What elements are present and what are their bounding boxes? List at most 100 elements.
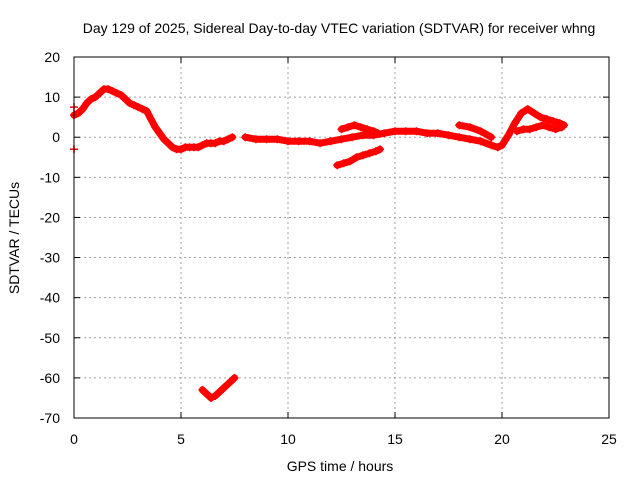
data-point: [198, 385, 207, 394]
data-point: [138, 105, 147, 114]
chart-title: Day 129 of 2025, Sidereal Day-to-day VTE…: [83, 20, 596, 36]
data-point: [294, 137, 303, 146]
data-point: [512, 127, 521, 136]
series-mid-trace: [241, 105, 569, 152]
data-point: [91, 93, 100, 102]
series-main-trace: [70, 85, 237, 154]
data-point: [164, 139, 173, 148]
plot-frame: [73, 56, 610, 419]
data-point: [211, 139, 220, 148]
data-point: [525, 125, 534, 134]
y-axis-label: SDTVAR / TECUs: [6, 182, 22, 294]
axis-ticks: [73, 56, 610, 419]
data-point: [412, 127, 421, 136]
data-point: [104, 85, 113, 94]
data-point: [198, 141, 207, 150]
y-tick-label: 0: [52, 129, 60, 145]
data-point: [228, 133, 237, 142]
data-point: [134, 103, 143, 112]
data-point: [476, 127, 485, 136]
data-point: [262, 135, 271, 144]
series-branch-18h: [455, 121, 496, 142]
data-point: [465, 123, 474, 132]
data-point: [159, 135, 168, 144]
data-point: [129, 101, 138, 110]
data-point: [455, 121, 464, 130]
data-point: [373, 129, 382, 138]
data-point: [465, 135, 474, 144]
series-band: [455, 121, 495, 141]
y-tick-label: -10: [40, 169, 60, 185]
tick-labels: 0 5 10 15 20 25 20 10 0 -10 -20 -30 -40 -50 -60 -70: [40, 49, 617, 447]
x-axis-label: GPS time / hours: [287, 458, 394, 474]
y-tick-label: -20: [40, 209, 60, 225]
data-point: [358, 151, 367, 160]
data-point: [202, 389, 211, 398]
data-point: [219, 383, 228, 392]
data-point: [542, 115, 551, 124]
data-point: [337, 135, 346, 144]
data-point: [391, 127, 399, 136]
data-point: [365, 149, 374, 158]
data-point: [352, 153, 361, 162]
x-tick-label: 25: [601, 431, 617, 447]
data-point: [147, 115, 156, 124]
data-point: [177, 145, 185, 154]
x-tick-label: 5: [177, 431, 185, 447]
data-point: [358, 131, 367, 140]
data-point: [517, 109, 526, 118]
x-tick-label: 10: [280, 431, 296, 447]
data-point: [337, 125, 346, 134]
data-point: [117, 91, 126, 100]
data-point: [401, 127, 410, 136]
data-points: [70, 85, 569, 402]
data-point: [363, 125, 372, 134]
grid-lines: [74, 57, 609, 418]
data-point: [455, 133, 464, 142]
data-point: [549, 117, 558, 126]
data-point: [211, 391, 220, 400]
series-low-13h: [333, 145, 385, 170]
data-point: [112, 89, 121, 98]
data-point: [356, 123, 365, 132]
data-point: [219, 137, 228, 146]
data-point: [504, 131, 513, 140]
data-point: [224, 135, 233, 144]
x-tick-label: 20: [494, 431, 510, 447]
data-point: [371, 147, 380, 156]
data-point: [346, 157, 355, 166]
series-band: [338, 121, 382, 137]
data-point: [350, 121, 359, 130]
data-point: [95, 89, 104, 98]
data-point: [241, 133, 250, 142]
data-point: [224, 379, 233, 388]
data-point: [433, 129, 442, 138]
data-point: [168, 143, 177, 152]
x-tick-label: 15: [387, 431, 403, 447]
data-point: [121, 95, 130, 104]
data-point: [339, 159, 348, 168]
y-tick-label: -40: [40, 290, 60, 306]
y-tick-label: 20: [44, 49, 60, 65]
data-point: [142, 107, 151, 116]
data-point: [108, 87, 117, 96]
data-point: [125, 99, 134, 108]
data-point: [493, 143, 502, 152]
data-point: [510, 119, 519, 128]
data-point: [305, 137, 314, 146]
y-tick-label: 10: [44, 89, 60, 105]
data-point: [151, 123, 160, 132]
data-point: [376, 145, 385, 154]
data-point: [348, 133, 357, 142]
data-point: [284, 137, 292, 146]
data-point: [194, 143, 203, 152]
y-tick-label: -50: [40, 330, 60, 346]
data-point: [273, 135, 282, 144]
data-point: [215, 387, 224, 396]
data-point: [251, 135, 260, 144]
data-point: [536, 113, 545, 122]
data-point: [316, 139, 325, 148]
data-point: [87, 95, 96, 104]
data-point: [444, 131, 453, 140]
